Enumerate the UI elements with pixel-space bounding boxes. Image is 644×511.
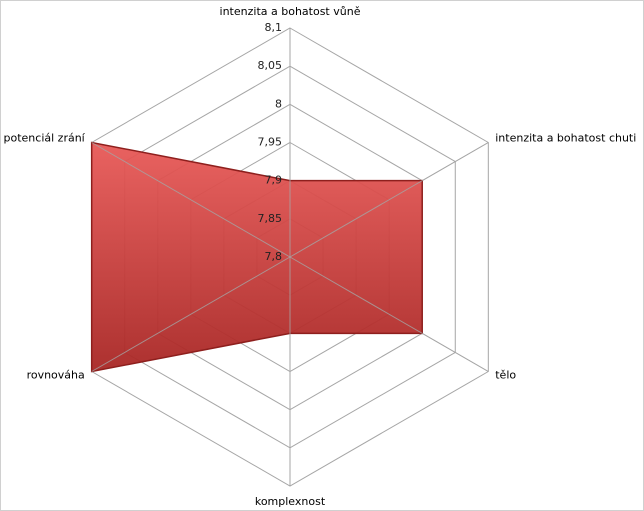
axis-spoke-over	[289, 142, 489, 258]
r-tick-label: 7,9	[265, 174, 283, 187]
category-label: rovnováha	[27, 369, 85, 382]
axis-spoke-over	[91, 256, 291, 372]
axis-spoke-over	[289, 256, 489, 372]
category-label: komplexnost	[255, 495, 326, 508]
category-label: potenciál zrání	[4, 132, 86, 145]
r-tick-label: 7,85	[258, 212, 283, 225]
category-label: tělo	[495, 369, 516, 382]
category-label: intenzita a bohatost vůně	[220, 5, 361, 18]
r-tick-label: 7,95	[258, 136, 283, 149]
r-tick-label: 8,05	[258, 59, 283, 72]
axis-spoke-over	[91, 142, 291, 258]
r-tick-label: 8	[275, 97, 282, 110]
r-tick-label: 8,1	[265, 21, 283, 34]
r-tick-label: 7,8	[265, 250, 283, 263]
category-label: intenzita a bohatost chuti	[495, 132, 636, 145]
